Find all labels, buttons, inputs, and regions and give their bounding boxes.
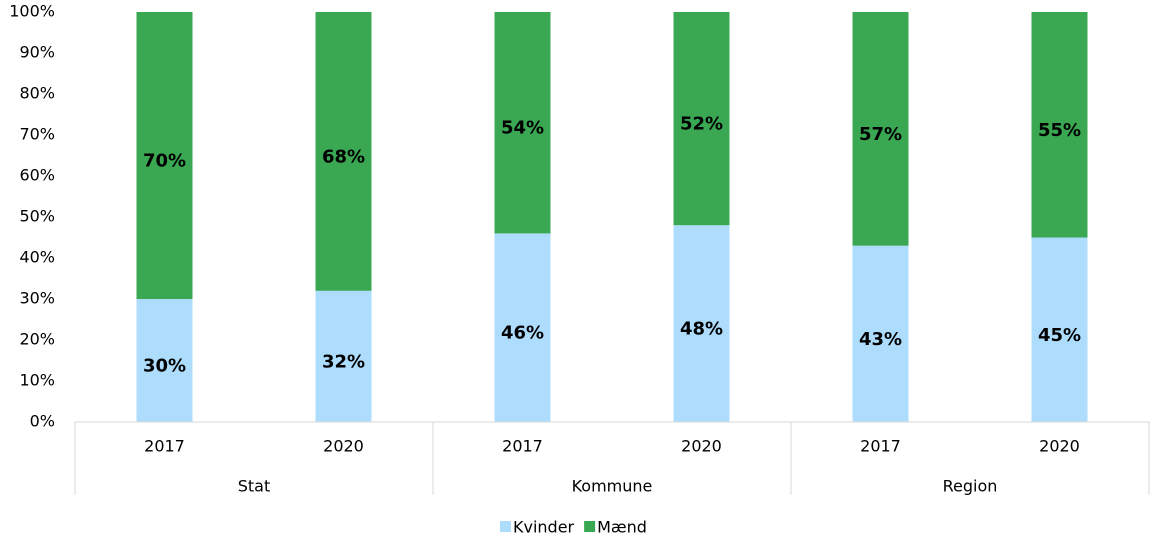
bar-segment	[315, 12, 372, 291]
y-tick-label: 60%	[19, 166, 55, 185]
group-label: Kommune	[572, 477, 653, 496]
bar-segment	[315, 290, 372, 422]
bar-segment	[136, 12, 193, 299]
y-tick-label: 0%	[30, 412, 55, 431]
bar-segment	[673, 225, 730, 422]
group-label: Region	[943, 477, 998, 496]
legend-label: Mænd	[597, 518, 647, 537]
x-tick-label: 2020	[1039, 437, 1080, 456]
x-tick-label: 2017	[144, 437, 185, 456]
y-tick-label: 80%	[19, 84, 55, 103]
bar-segment	[673, 12, 730, 226]
bar-segment	[136, 299, 193, 422]
legend-swatch	[584, 521, 596, 532]
y-tick-label: 20%	[19, 330, 55, 349]
data-label: 70%	[143, 151, 186, 172]
data-label: 54%	[501, 118, 544, 139]
data-label: 46%	[501, 323, 544, 344]
data-label: 32%	[322, 351, 365, 372]
data-label: 45%	[1038, 325, 1081, 346]
x-tick-label: 2020	[681, 437, 722, 456]
bar-segment	[494, 12, 551, 234]
x-tick-label: 2017	[502, 437, 543, 456]
data-label: 30%	[143, 356, 186, 377]
bar-segment	[1031, 237, 1088, 422]
legend-label: Kvinder	[513, 518, 575, 537]
x-tick-label: 2017	[860, 437, 901, 456]
bar-segment	[852, 245, 909, 422]
data-label: 57%	[859, 124, 902, 145]
data-label: 48%	[680, 319, 723, 340]
y-tick-label: 90%	[19, 43, 55, 62]
y-tick-label: 50%	[19, 207, 55, 226]
data-label: 55%	[1038, 120, 1081, 141]
data-label: 68%	[322, 146, 365, 167]
x-tick-label: 2020	[323, 437, 364, 456]
data-label: 43%	[859, 329, 902, 350]
y-tick-label: 30%	[19, 289, 55, 308]
bar-segment	[852, 12, 909, 246]
y-tick-label: 10%	[19, 371, 55, 390]
group-label: Stat	[238, 477, 271, 496]
y-tick-label: 100%	[9, 2, 55, 21]
data-label: 52%	[680, 114, 723, 135]
legend-swatch	[500, 521, 511, 532]
bar-segment	[494, 233, 551, 422]
y-tick-label: 70%	[19, 125, 55, 144]
bar-segment	[1031, 12, 1088, 238]
y-tick-label: 40%	[19, 248, 55, 267]
